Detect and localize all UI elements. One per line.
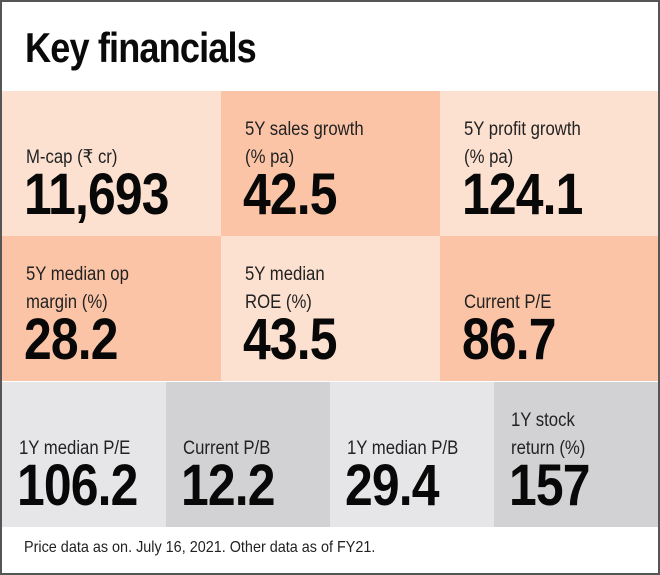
metric-value: 86.7 <box>462 307 557 372</box>
metric-sales-growth: 5Y sales growth (% pa) 42.5 <box>221 91 440 236</box>
metric-median-pb: 1Y median P/B 29.4 <box>330 382 494 527</box>
metric-label: 1Y median P/E <box>19 438 131 459</box>
metric-value: 29.4 <box>345 453 440 518</box>
metric-label: 5Y profit growth (% pa) <box>464 119 581 168</box>
metric-label: M-cap (₹ cr) <box>26 147 118 168</box>
footnote: Price data as on. July 16, 2021. Other d… <box>24 539 376 556</box>
metric-value: 106.2 <box>17 453 138 518</box>
metric-current-pe: Current P/E 86.7 <box>440 236 658 381</box>
metric-roe: 5Y median ROE (%) 43.5 <box>221 236 440 381</box>
metric-mcap: M-cap (₹ cr) 11,693 <box>2 91 221 236</box>
metrics-row-3: 1Y median P/E 106.2 Current P/B 12.2 1Y … <box>2 382 658 527</box>
metric-value: 11,693 <box>24 162 170 227</box>
metric-profit-growth: 5Y profit growth (% pa) 124.1 <box>440 91 658 236</box>
metrics-row-1: M-cap (₹ cr) 11,693 5Y sales growth (% p… <box>2 91 658 236</box>
metric-label: 5Y median op margin (%) <box>26 264 129 313</box>
metrics-row-2: 5Y median op margin (%) 28.2 5Y median R… <box>2 236 658 381</box>
metric-value: 43.5 <box>243 307 338 372</box>
metric-label: 1Y median P/B <box>347 438 459 459</box>
metric-current-pb: Current P/B 12.2 <box>166 382 330 527</box>
metric-label: Current P/B <box>183 438 271 459</box>
metric-value: 12.2 <box>181 453 276 518</box>
metric-stock-return: 1Y stock return (%) 157 <box>494 382 658 527</box>
metric-label: 5Y median ROE (%) <box>245 264 325 313</box>
metric-value: 157 <box>509 453 591 518</box>
metric-value: 124.1 <box>462 162 583 227</box>
metric-label: 5Y sales growth (% pa) <box>245 119 364 168</box>
metric-median-pe: 1Y median P/E 106.2 <box>2 382 166 527</box>
metric-op-margin: 5Y median op margin (%) 28.2 <box>2 236 221 381</box>
metric-value: 28.2 <box>24 307 119 372</box>
metric-label: 1Y stock return (%) <box>511 410 586 459</box>
metric-value: 42.5 <box>243 162 338 227</box>
card-title: Key financials <box>25 24 257 71</box>
metric-label: Current P/E <box>464 292 552 313</box>
